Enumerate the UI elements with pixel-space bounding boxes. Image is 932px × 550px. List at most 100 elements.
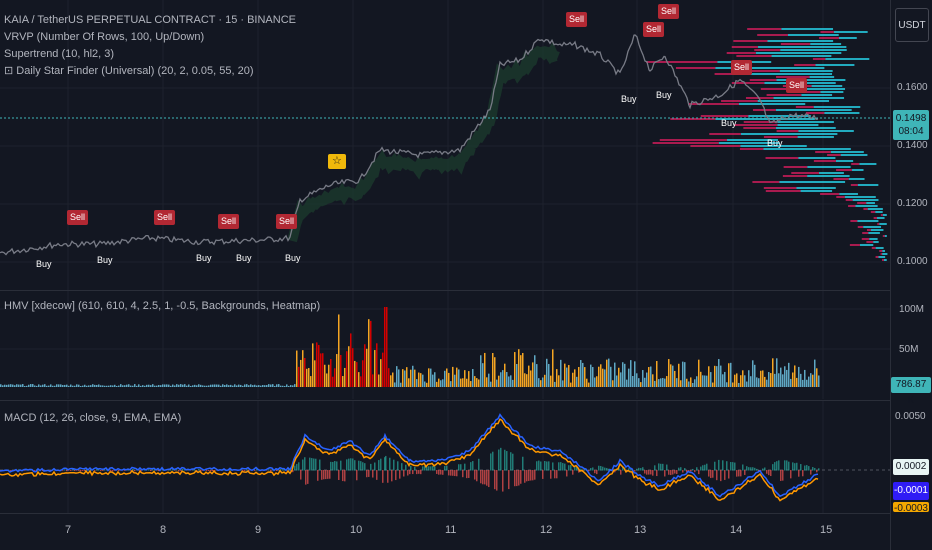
- macd-histogram-bar: [370, 463, 372, 471]
- macd-histogram-bar: [242, 470, 244, 472]
- volume-bar: [318, 344, 320, 387]
- macd-histogram-bar: [248, 470, 250, 472]
- volume-bar: [22, 384, 24, 387]
- macd-histogram-bar: [526, 470, 528, 482]
- macd-histogram-bar: [407, 470, 409, 476]
- hmv-legend[interactable]: HMV [xdecow] (610, 610, 4, 2.5, 1, -0.5,…: [4, 300, 321, 312]
- macd-histogram-bar: [662, 463, 664, 471]
- volume-profile-bar: [740, 133, 838, 135]
- volume-bar: [634, 361, 636, 387]
- price-pane[interactable]: [0, 0, 890, 290]
- macd-histogram-bar: [376, 470, 378, 480]
- macd-histogram-bar: [64, 469, 66, 471]
- volume-bar: [236, 385, 238, 387]
- volume-bar: [714, 365, 716, 387]
- macd-histogram-bar: [780, 470, 782, 481]
- volume-bar: [352, 348, 354, 387]
- volume-bar: [468, 371, 470, 387]
- volume-profile-bar: [809, 76, 835, 78]
- volume-bar: [530, 370, 532, 387]
- volume-bar: [804, 369, 806, 387]
- macd-histogram-bar: [532, 470, 534, 481]
- macd-histogram-bar: [254, 470, 256, 471]
- volume-chart[interactable]: [0, 291, 890, 399]
- volume-bar: [548, 363, 550, 387]
- macd-histogram-bar: [494, 470, 496, 490]
- macd-histogram-bar: [766, 470, 768, 474]
- volume-profile-bar: [857, 226, 864, 228]
- volume-bar: [782, 374, 784, 387]
- volume-bar: [744, 375, 746, 387]
- volume-bar: [620, 372, 622, 387]
- volume-pane[interactable]: [0, 291, 890, 399]
- volume-bar: [60, 384, 62, 387]
- supertrend-legend[interactable]: Supertrend (10, hl2, 3): [4, 48, 115, 60]
- macd-histogram-bar: [644, 470, 646, 474]
- volume-bar: [92, 384, 94, 387]
- volume-profile-bar: [757, 46, 847, 48]
- vrvp-legend[interactable]: VRVP (Number Of Rows, 100, Up/Down): [4, 31, 205, 43]
- volume-profile-bar: [882, 235, 885, 237]
- macd-histogram-bar: [748, 467, 750, 471]
- macd-histogram-bar: [321, 470, 323, 480]
- macd-histogram-bar: [670, 470, 672, 476]
- macd-histogram-bar: [202, 470, 204, 471]
- macd-histogram-bar: [278, 469, 280, 471]
- volume-bar: [252, 385, 254, 387]
- macd-histogram-bar: [100, 470, 102, 472]
- volume-bar: [504, 363, 506, 387]
- volume-profile-bar: [745, 97, 774, 99]
- volume-bar: [536, 364, 538, 387]
- pane-separator[interactable]: [0, 400, 932, 401]
- volume-profile-bar: [763, 187, 797, 189]
- macd-chart[interactable]: [0, 401, 890, 513]
- price-chart[interactable]: [0, 0, 890, 290]
- volume-bar: [784, 366, 786, 387]
- volume-bar: [226, 384, 228, 387]
- volume-bar: [24, 385, 26, 387]
- daily-star-legend[interactable]: ⊡ Daily Star Finder (Universal) (20, 2, …: [4, 65, 254, 77]
- volume-bar: [66, 384, 68, 387]
- volume-bar: [520, 355, 522, 387]
- volume-bar: [46, 385, 48, 387]
- symbol-title[interactable]: KAIA / TetherUS PERPETUAL CONTRACT · 15 …: [4, 14, 296, 26]
- macd-pane[interactable]: [0, 401, 890, 513]
- macd-histogram-bar: [130, 470, 132, 471]
- volume-bar: [802, 379, 804, 387]
- macd-histogram-bar: [472, 461, 474, 471]
- volume-bar: [576, 376, 578, 387]
- volume-bar: [774, 373, 776, 387]
- volume-bar: [262, 385, 264, 387]
- macd-histogram-bar: [740, 470, 742, 477]
- macd-histogram-bar: [680, 467, 682, 471]
- macd-legend[interactable]: MACD (12, 26, close, 9, EMA, EMA): [4, 412, 182, 424]
- volume-bar: [310, 376, 312, 387]
- volume-bar: [96, 384, 98, 387]
- volume-profile-bar: [646, 61, 718, 63]
- volume-profile-bar: [815, 64, 855, 66]
- volume-bar: [44, 384, 46, 387]
- volume-bar: [146, 384, 148, 387]
- supertrend-band: [287, 41, 560, 243]
- volume-profile-bar: [855, 205, 878, 207]
- volume-bar: [328, 364, 330, 387]
- macd-histogram-bar: [648, 470, 650, 475]
- volume-bar: [50, 384, 52, 387]
- macd-histogram-bar: [76, 470, 78, 471]
- macd-histogram-bar: [150, 470, 152, 472]
- volume-bar: [722, 374, 724, 387]
- volume-profile-bar: [852, 199, 879, 201]
- volume-bar: [274, 385, 276, 387]
- currency-button[interactable]: USDT: [895, 8, 929, 42]
- volume-bar: [616, 375, 618, 387]
- volume-bar: [150, 385, 152, 387]
- price-scale[interactable]: [890, 0, 932, 550]
- pane-separator[interactable]: [0, 290, 932, 291]
- volume-bar: [18, 384, 20, 387]
- volume-profile-bar: [848, 178, 865, 180]
- macd-histogram-bar: [102, 470, 104, 471]
- volume-profile-bar: [794, 64, 816, 66]
- volume-bar: [680, 380, 682, 387]
- volume-bar: [164, 384, 166, 387]
- volume-bar: [172, 384, 174, 387]
